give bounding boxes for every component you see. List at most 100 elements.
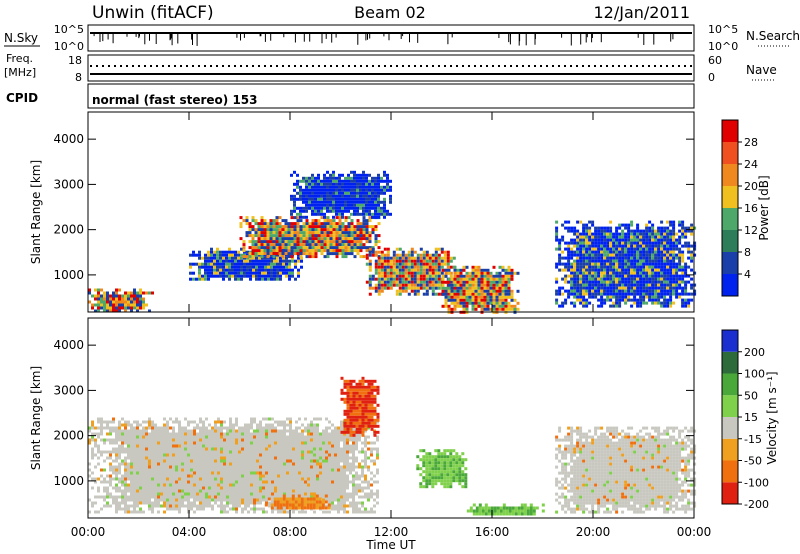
data-cell	[256, 432, 259, 436]
data-cell	[238, 447, 241, 451]
data-cell	[193, 450, 196, 454]
data-cell	[178, 510, 181, 514]
data-cell	[681, 304, 685, 308]
data-cell	[228, 247, 231, 251]
data-cell	[621, 265, 625, 269]
data-cell	[302, 194, 305, 198]
data-cell	[462, 280, 466, 284]
data-cell	[281, 252, 285, 256]
data-cell	[136, 423, 139, 427]
data-cell	[492, 265, 496, 269]
data-cell	[401, 286, 405, 290]
data-cell	[148, 471, 151, 475]
data-cell	[314, 225, 318, 229]
data-cell	[486, 301, 490, 305]
data-cell	[615, 259, 619, 263]
data-cell	[660, 232, 664, 236]
data-cell	[323, 179, 326, 183]
data-cell	[600, 304, 604, 308]
data-cell	[268, 462, 271, 466]
data-cell	[380, 212, 383, 216]
data-cell	[266, 240, 270, 244]
data-cell	[678, 292, 682, 296]
data-cell	[199, 495, 202, 499]
power-swatch	[722, 164, 738, 186]
data-cell	[145, 501, 148, 505]
data-cell	[204, 274, 207, 278]
data-cell	[259, 450, 262, 454]
data-cell	[323, 234, 327, 238]
data-cell	[492, 286, 496, 290]
data-cell	[338, 197, 341, 201]
data-cell	[293, 249, 297, 253]
data-cell	[148, 462, 151, 466]
data-cell	[374, 237, 378, 241]
data-cell	[446, 262, 450, 266]
data-cell	[195, 277, 198, 281]
data-cell	[678, 286, 682, 290]
data-cell	[193, 459, 196, 463]
data-cell	[597, 280, 601, 284]
data-cell	[666, 289, 670, 293]
data-cell	[276, 259, 279, 263]
data-cell	[368, 283, 372, 287]
data-cell	[97, 444, 100, 448]
data-cell	[270, 277, 273, 281]
data-cell	[486, 298, 490, 302]
data-cell	[597, 226, 601, 230]
data-cell	[193, 426, 196, 430]
data-cell	[243, 274, 246, 278]
data-cell	[121, 498, 124, 502]
data-cell	[145, 420, 148, 424]
data-cell	[250, 486, 253, 490]
data-cell	[453, 298, 457, 302]
data-cell	[106, 297, 109, 301]
data-cell	[154, 486, 157, 490]
data-cell	[615, 232, 619, 236]
data-cell	[600, 292, 604, 296]
data-cell	[428, 253, 432, 257]
data-cell	[684, 244, 688, 248]
data-cell	[636, 256, 640, 260]
nsearch-tick-top: 10^5	[708, 23, 738, 36]
data-cell	[205, 474, 208, 478]
data-cell	[365, 249, 369, 253]
data-cell	[645, 301, 649, 305]
data-cell	[678, 277, 682, 281]
data-cell	[507, 286, 511, 290]
data-cell	[235, 453, 238, 457]
data-cell	[453, 280, 457, 284]
data-cell	[353, 225, 357, 229]
data-cell	[582, 304, 586, 308]
data-cell	[157, 432, 160, 436]
data-cell	[136, 303, 139, 307]
data-cell	[440, 265, 444, 269]
data-cell	[142, 426, 145, 430]
data-cell	[468, 298, 472, 302]
data-cell	[639, 283, 643, 287]
data-cell	[443, 262, 447, 266]
data-cell	[338, 203, 341, 207]
data-cell	[441, 292, 445, 296]
data-cell	[172, 471, 175, 475]
data-cell	[332, 170, 335, 174]
data-cell	[443, 250, 447, 254]
data-cell	[248, 255, 252, 259]
data-cell	[359, 197, 362, 201]
data-cell	[272, 240, 276, 244]
data-cell	[229, 495, 232, 499]
data-cell	[666, 253, 670, 257]
data-cell	[368, 246, 372, 250]
data-cell	[157, 429, 160, 433]
data-cell	[380, 253, 384, 257]
data-cell	[630, 274, 634, 278]
data-cell	[148, 498, 151, 502]
data-cell	[220, 459, 223, 463]
data-cell	[242, 219, 246, 223]
data-cell	[133, 303, 136, 307]
data-cell	[657, 244, 661, 248]
data-cell	[383, 277, 387, 281]
data-cell	[91, 453, 94, 457]
data-cell	[263, 246, 267, 250]
data-cell	[269, 228, 273, 232]
